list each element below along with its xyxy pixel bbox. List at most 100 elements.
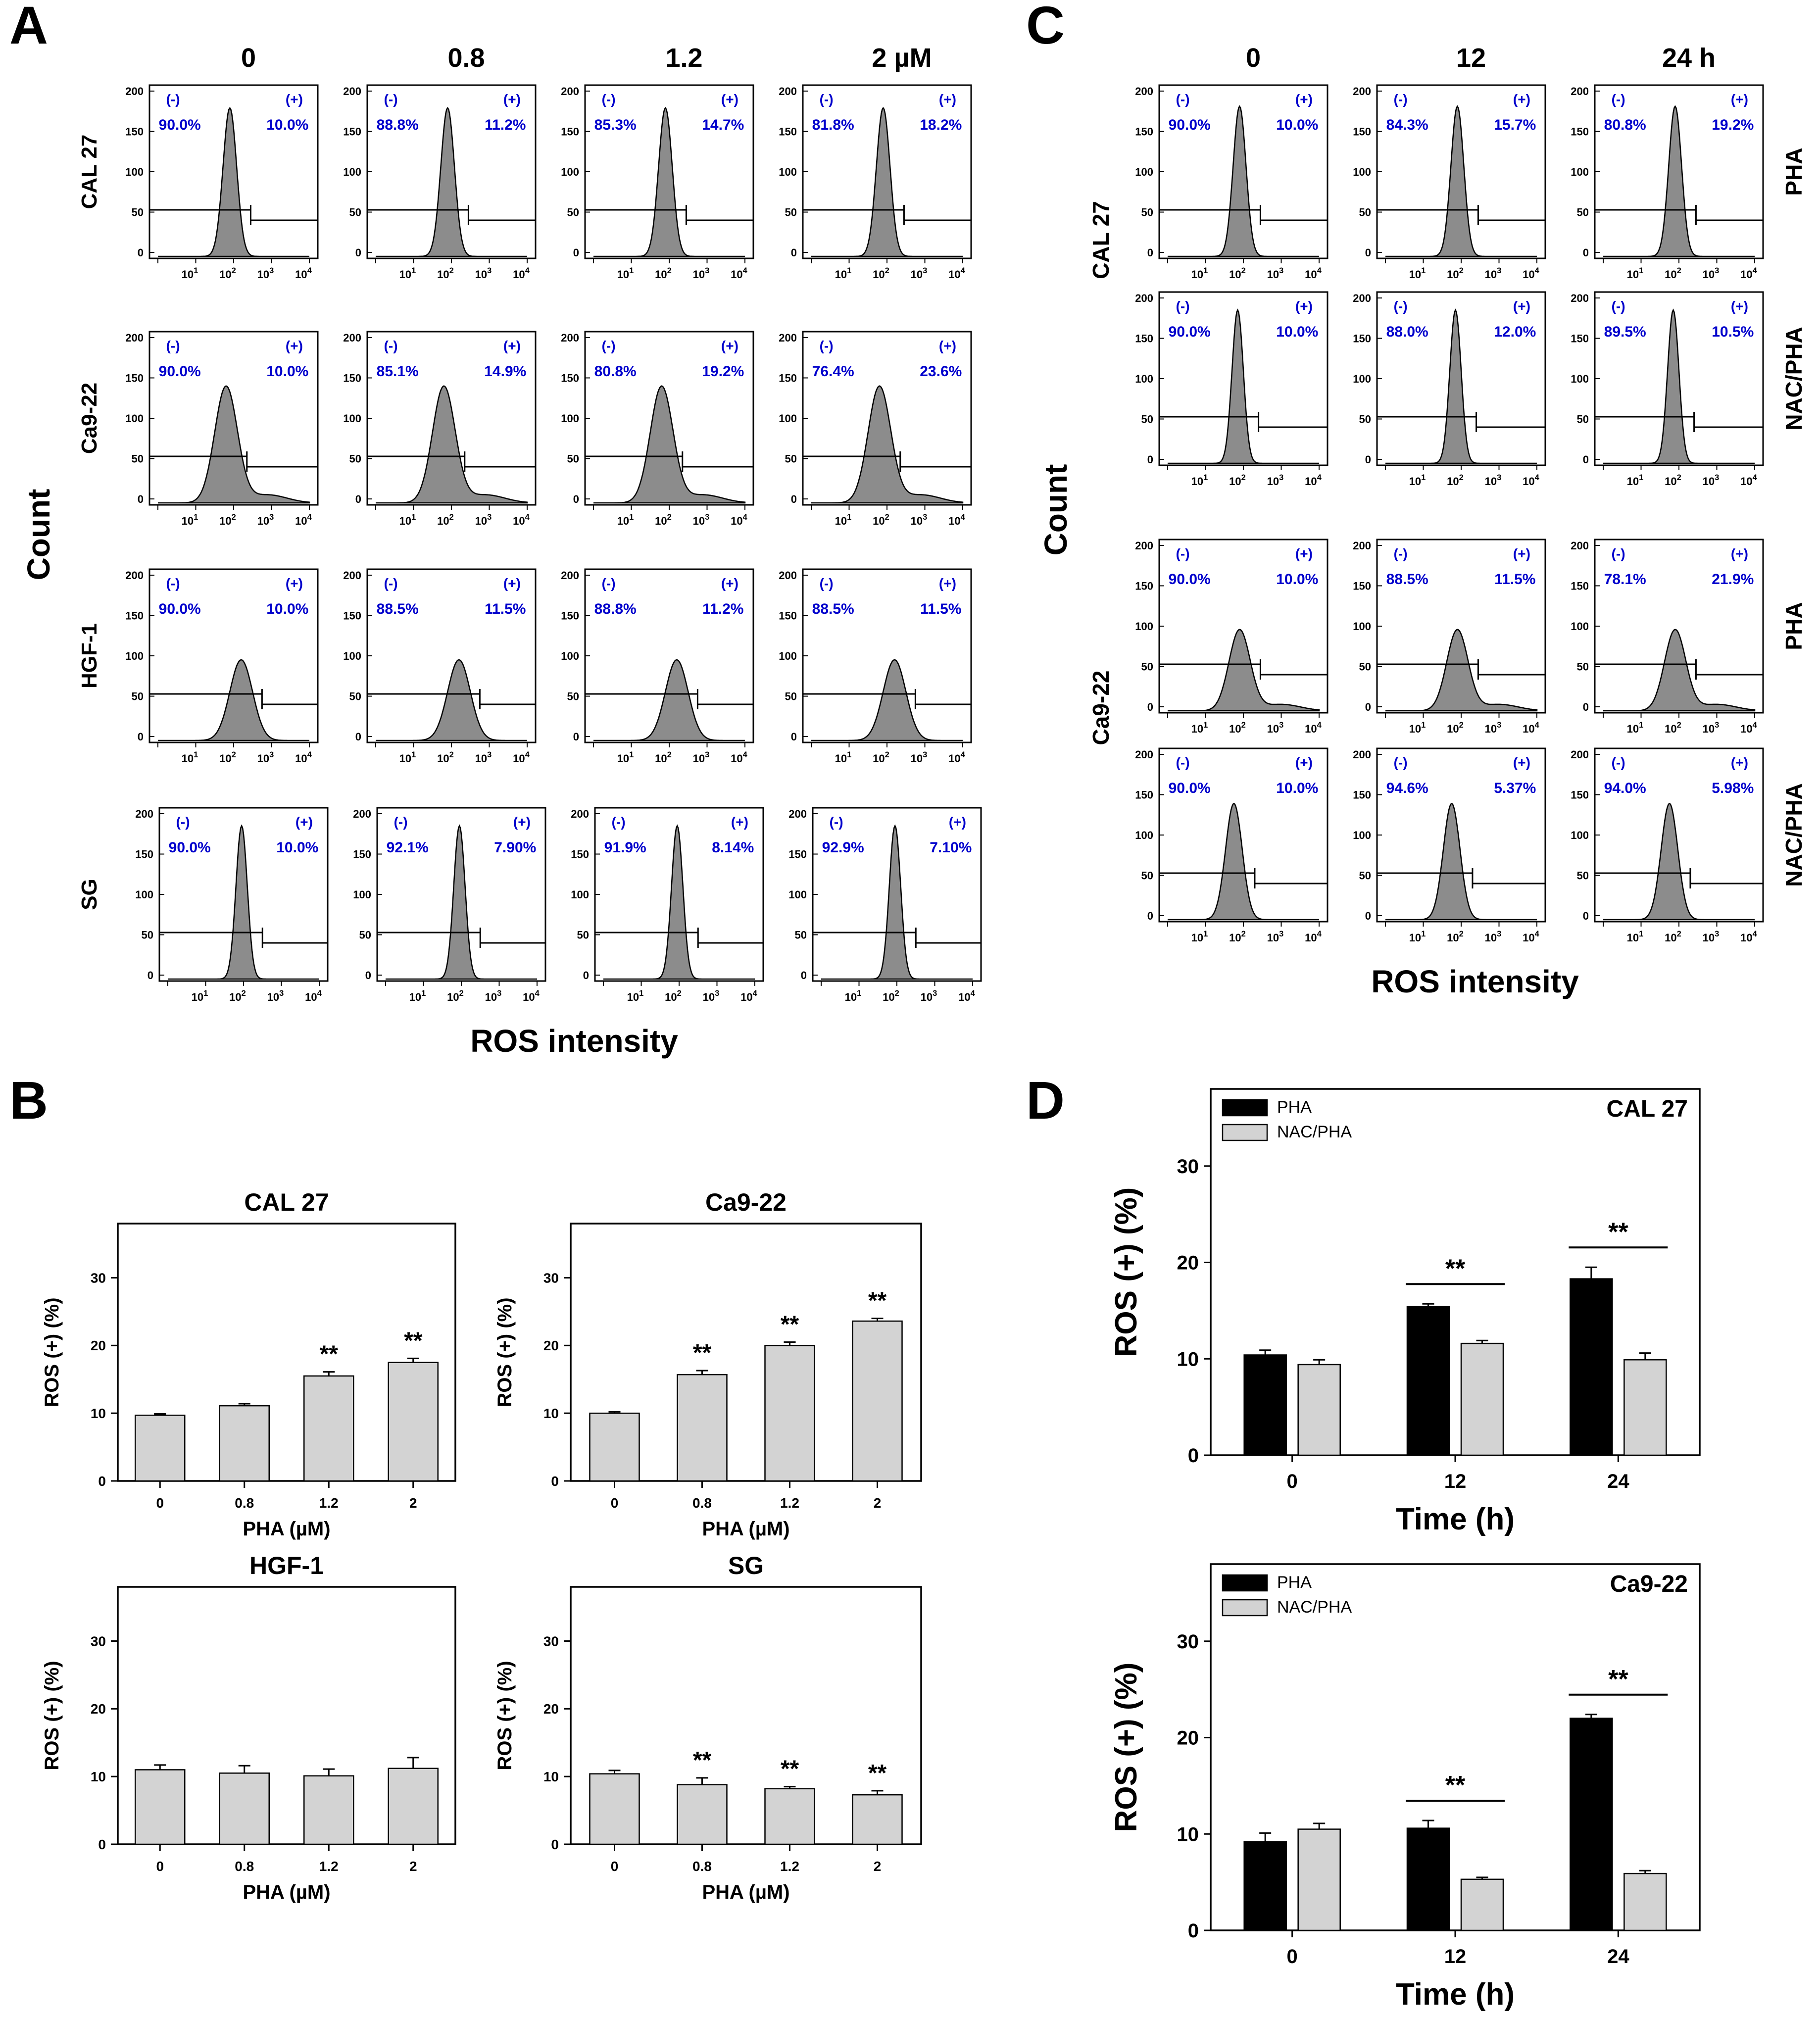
- x-tick-label-exp: 1: [1421, 721, 1426, 730]
- x-tick-label: 101: [617, 266, 634, 281]
- y-tick-label: 0: [1365, 246, 1371, 259]
- x-tick-label: 103: [1485, 930, 1502, 944]
- y-tick-label: 200: [1353, 748, 1371, 761]
- x-tick-label-exp: 4: [307, 750, 312, 759]
- column-header-c: 24 h: [1662, 43, 1716, 73]
- gate-label-negative: (-): [602, 338, 616, 353]
- x-tick-label-exp: 4: [1535, 721, 1540, 730]
- row-label-a: CAL 27: [77, 135, 101, 209]
- x-tick-label: 0.8: [692, 1495, 712, 1511]
- y-tick-label: 50: [567, 206, 579, 219]
- y-tick-label: 150: [571, 848, 589, 861]
- x-tick-label: 102: [1447, 721, 1464, 735]
- x-tick-label: 0: [611, 1495, 619, 1511]
- legend-swatch: [1222, 1099, 1268, 1117]
- bar: [764, 1345, 815, 1482]
- percent-negative: 81.8%: [812, 117, 854, 133]
- x-tick-label-exp: 2: [1677, 930, 1681, 938]
- histogram-curve: [1385, 802, 1537, 921]
- histogram-curve: [1603, 105, 1755, 257]
- x-tick-label-exp: 3: [487, 750, 492, 759]
- histogram-curve: [168, 824, 319, 980]
- x-tick-label: 103: [475, 266, 492, 281]
- legend-label: PHA: [1277, 1098, 1312, 1117]
- y-tick-label: 0: [1583, 246, 1589, 259]
- percent-positive: 10.0%: [1276, 117, 1318, 133]
- x-tick-label-exp: 4: [1317, 473, 1322, 482]
- legend-swatch: [1222, 1599, 1268, 1617]
- bar: [388, 1362, 439, 1482]
- x-tick-label: 102: [1447, 473, 1464, 488]
- y-tick-label: 0: [791, 246, 797, 259]
- x-tick-label-exp: 3: [487, 513, 492, 522]
- x-tick-label: 102: [665, 989, 682, 1003]
- x-tick-label: 103: [693, 750, 710, 765]
- x-tick-label: 0: [156, 1495, 164, 1511]
- y-tick-label: 150: [125, 126, 144, 138]
- y-tick-label: 0: [1147, 246, 1153, 259]
- percent-negative: 78.1%: [1604, 571, 1646, 588]
- x-tick-label-exp: 3: [715, 989, 719, 998]
- y-tick-label: 200: [788, 808, 807, 820]
- plot-frame: [117, 1586, 456, 1845]
- panel-label-d: D: [1026, 1070, 1065, 1130]
- x-tick-label: 101: [835, 513, 852, 527]
- legend-swatch: [1222, 1574, 1268, 1592]
- x-tick-label: 101: [1627, 266, 1644, 281]
- y-tick-label: 100: [125, 650, 144, 662]
- y-tick-label: 100: [1135, 166, 1153, 178]
- y-tick-label: 0: [1188, 1920, 1199, 1942]
- x-tick-label: 103: [475, 513, 492, 527]
- x-tick-label-exp: 1: [1639, 266, 1643, 275]
- x-tick-label-exp: 2: [1677, 473, 1681, 482]
- gate-label-positive: (+): [286, 576, 303, 591]
- y-tick-label: 200: [1571, 540, 1589, 552]
- y-tick-label: 0: [138, 493, 144, 505]
- x-tick-label: 102: [437, 513, 454, 527]
- percent-negative: 85.1%: [377, 363, 419, 380]
- histogram-curve: [376, 385, 528, 504]
- x-tick-label: 104: [1740, 473, 1757, 488]
- x-tick-label: 102: [873, 513, 889, 527]
- y-tick-label: 0: [148, 969, 153, 982]
- x-tick-label: 101: [399, 750, 416, 765]
- figure-labels: A B C D: [9, 0, 1065, 1130]
- x-tick-label-exp: 4: [961, 750, 966, 759]
- y-tick-label: 150: [343, 126, 361, 138]
- x-tick-label: 103: [693, 266, 710, 281]
- x-tick-label: 103: [1703, 930, 1720, 944]
- x-tick-label-exp: 1: [857, 989, 861, 998]
- y-tick-label: 50: [567, 690, 579, 703]
- y-tick-label: 150: [1135, 580, 1153, 592]
- x-tick-label-exp: 1: [203, 989, 208, 998]
- histogram-curve: [1168, 308, 1319, 464]
- y-tick-label: 30: [1177, 1156, 1199, 1178]
- y-tick-label: 100: [1135, 620, 1153, 633]
- x-tick-label-exp: 1: [194, 750, 198, 759]
- x-tick-label: 101: [845, 989, 862, 1003]
- y-tick-label: 50: [785, 453, 797, 465]
- legend-label: NAC/PHA: [1277, 1598, 1352, 1617]
- percent-negative: 80.8%: [1604, 117, 1646, 133]
- x-tick-label: 104: [948, 513, 965, 527]
- gate-label-negative: (-): [166, 338, 180, 353]
- y-tick-label: 0: [138, 731, 144, 743]
- gate-label-positive: (+): [939, 338, 956, 353]
- percent-positive: 12.0%: [1494, 324, 1536, 340]
- y-tick-label: 50: [1141, 413, 1153, 426]
- x-tick-label-exp: 2: [449, 266, 454, 275]
- x-tick-label-exp: 3: [1497, 473, 1501, 482]
- histogram-curve: [158, 385, 310, 504]
- y-tick-label: 50: [132, 690, 144, 703]
- gate-label-positive: (+): [949, 814, 966, 830]
- y-tick-label: 100: [561, 412, 579, 425]
- x-tick-label: 101: [617, 513, 634, 527]
- y-tick-label: 100: [1353, 373, 1371, 385]
- x-tick-label: 102: [873, 266, 889, 281]
- histogram-curve: [821, 824, 973, 980]
- y-tick-label: 100: [1135, 829, 1153, 841]
- percent-positive: 14.9%: [484, 363, 526, 380]
- histogram-curve: [811, 106, 963, 257]
- x-tick-label: 101: [182, 750, 198, 765]
- x-tick-label: 104: [1523, 930, 1539, 944]
